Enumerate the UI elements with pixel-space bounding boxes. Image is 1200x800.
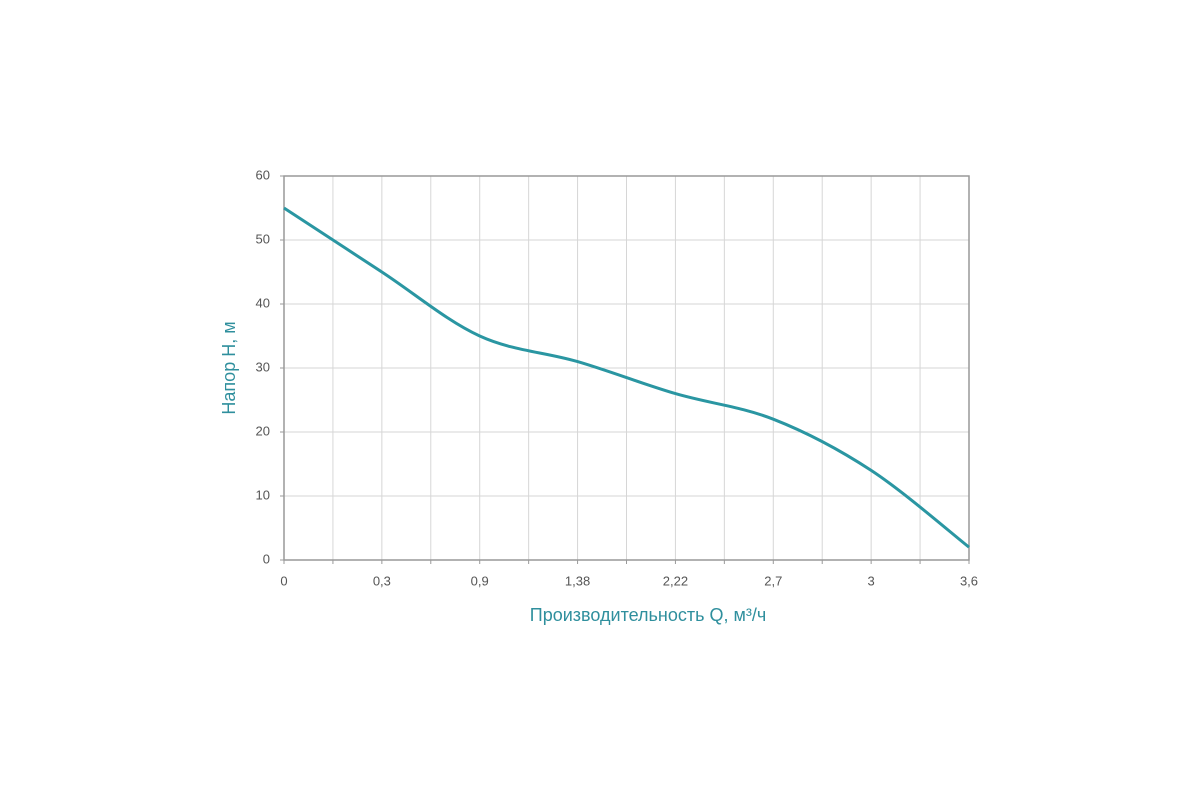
x-tick-label: 0,3 [373,573,391,588]
y-tick-label: 0 [263,551,270,566]
x-tick-label: 3 [868,573,875,588]
y-tick-label: 60 [256,167,270,182]
y-tick-label: 30 [256,359,270,374]
y-axis-title: Напор Н, м [219,321,239,414]
plot-frame [283,175,970,561]
y-tick-label: 20 [256,423,270,438]
x-tick-label: 1,38 [565,573,590,588]
x-axis-title: Производительность Q, м³/ч [530,605,766,625]
y-tick-label: 10 [256,487,270,502]
x-tick-label: 3,6 [960,573,978,588]
x-tick-label: 2,7 [764,573,782,588]
y-tick-label: 50 [256,231,270,246]
y-tick-label: 40 [256,295,270,310]
line [283,206,970,549]
x-tick-label: 0,9 [471,573,489,588]
x-tick-label: 2,22 [663,573,688,588]
x-tick-label: 0 [280,573,287,588]
